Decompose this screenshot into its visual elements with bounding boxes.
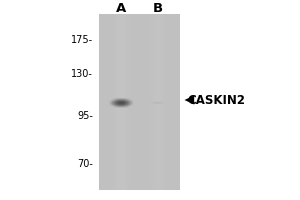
Text: 130-: 130- xyxy=(71,69,93,79)
Text: A: A xyxy=(116,2,127,16)
Text: 70-: 70- xyxy=(77,159,93,169)
Text: CASKIN2: CASKIN2 xyxy=(188,94,245,106)
Text: 95-: 95- xyxy=(77,111,93,121)
Polygon shape xyxy=(184,95,194,105)
Text: B: B xyxy=(152,2,163,16)
Text: 175-: 175- xyxy=(71,35,93,45)
